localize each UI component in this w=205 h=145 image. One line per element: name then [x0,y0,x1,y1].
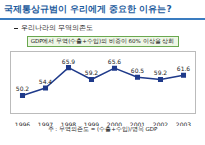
svg-text:65.9: 65.9 [62,58,76,65]
svg-text:50.2: 50.2 [16,85,30,92]
svg-text:1998: 1998 [61,121,76,126]
svg-text:54.4: 54.4 [39,78,53,85]
html-text:주 : 무역의존도 = (수출+수입)/명목 GDP: 주 : 무역의존도 = (수출+수입)/명목 GDP [47,126,158,132]
svg-text:2002: 2002 [153,121,168,126]
svg-text:1996: 1996 [15,121,30,126]
svg-text:2001: 2001 [130,121,145,126]
svg-text:2000: 2000 [107,121,122,126]
html-text:국제통상규범이 우리에게 중요한 이유는?: 국제통상규범이 우리에게 중요한 이유는? [4,4,172,14]
svg-text:2003: 2003 [176,121,191,126]
svg-text:61.6: 61.6 [177,65,191,72]
svg-text:1999: 1999 [84,121,99,126]
svg-text:59.2: 59.2 [85,69,99,76]
svg-text:1997: 1997 [38,121,53,126]
svg-text:65.6: 65.6 [108,58,122,65]
svg-text:60.5: 60.5 [131,67,145,74]
html-text:GDP에서 무역(수출+수입)의 비중이 60% 이상을 상: GDP에서 무역(수출+수입)의 비중이 60% 이상을 상회 [30,38,175,44]
html-text:우리나라의 무역의존도: 우리나라의 무역의존도 [21,24,94,32]
svg-text:59.2: 59.2 [154,69,168,76]
